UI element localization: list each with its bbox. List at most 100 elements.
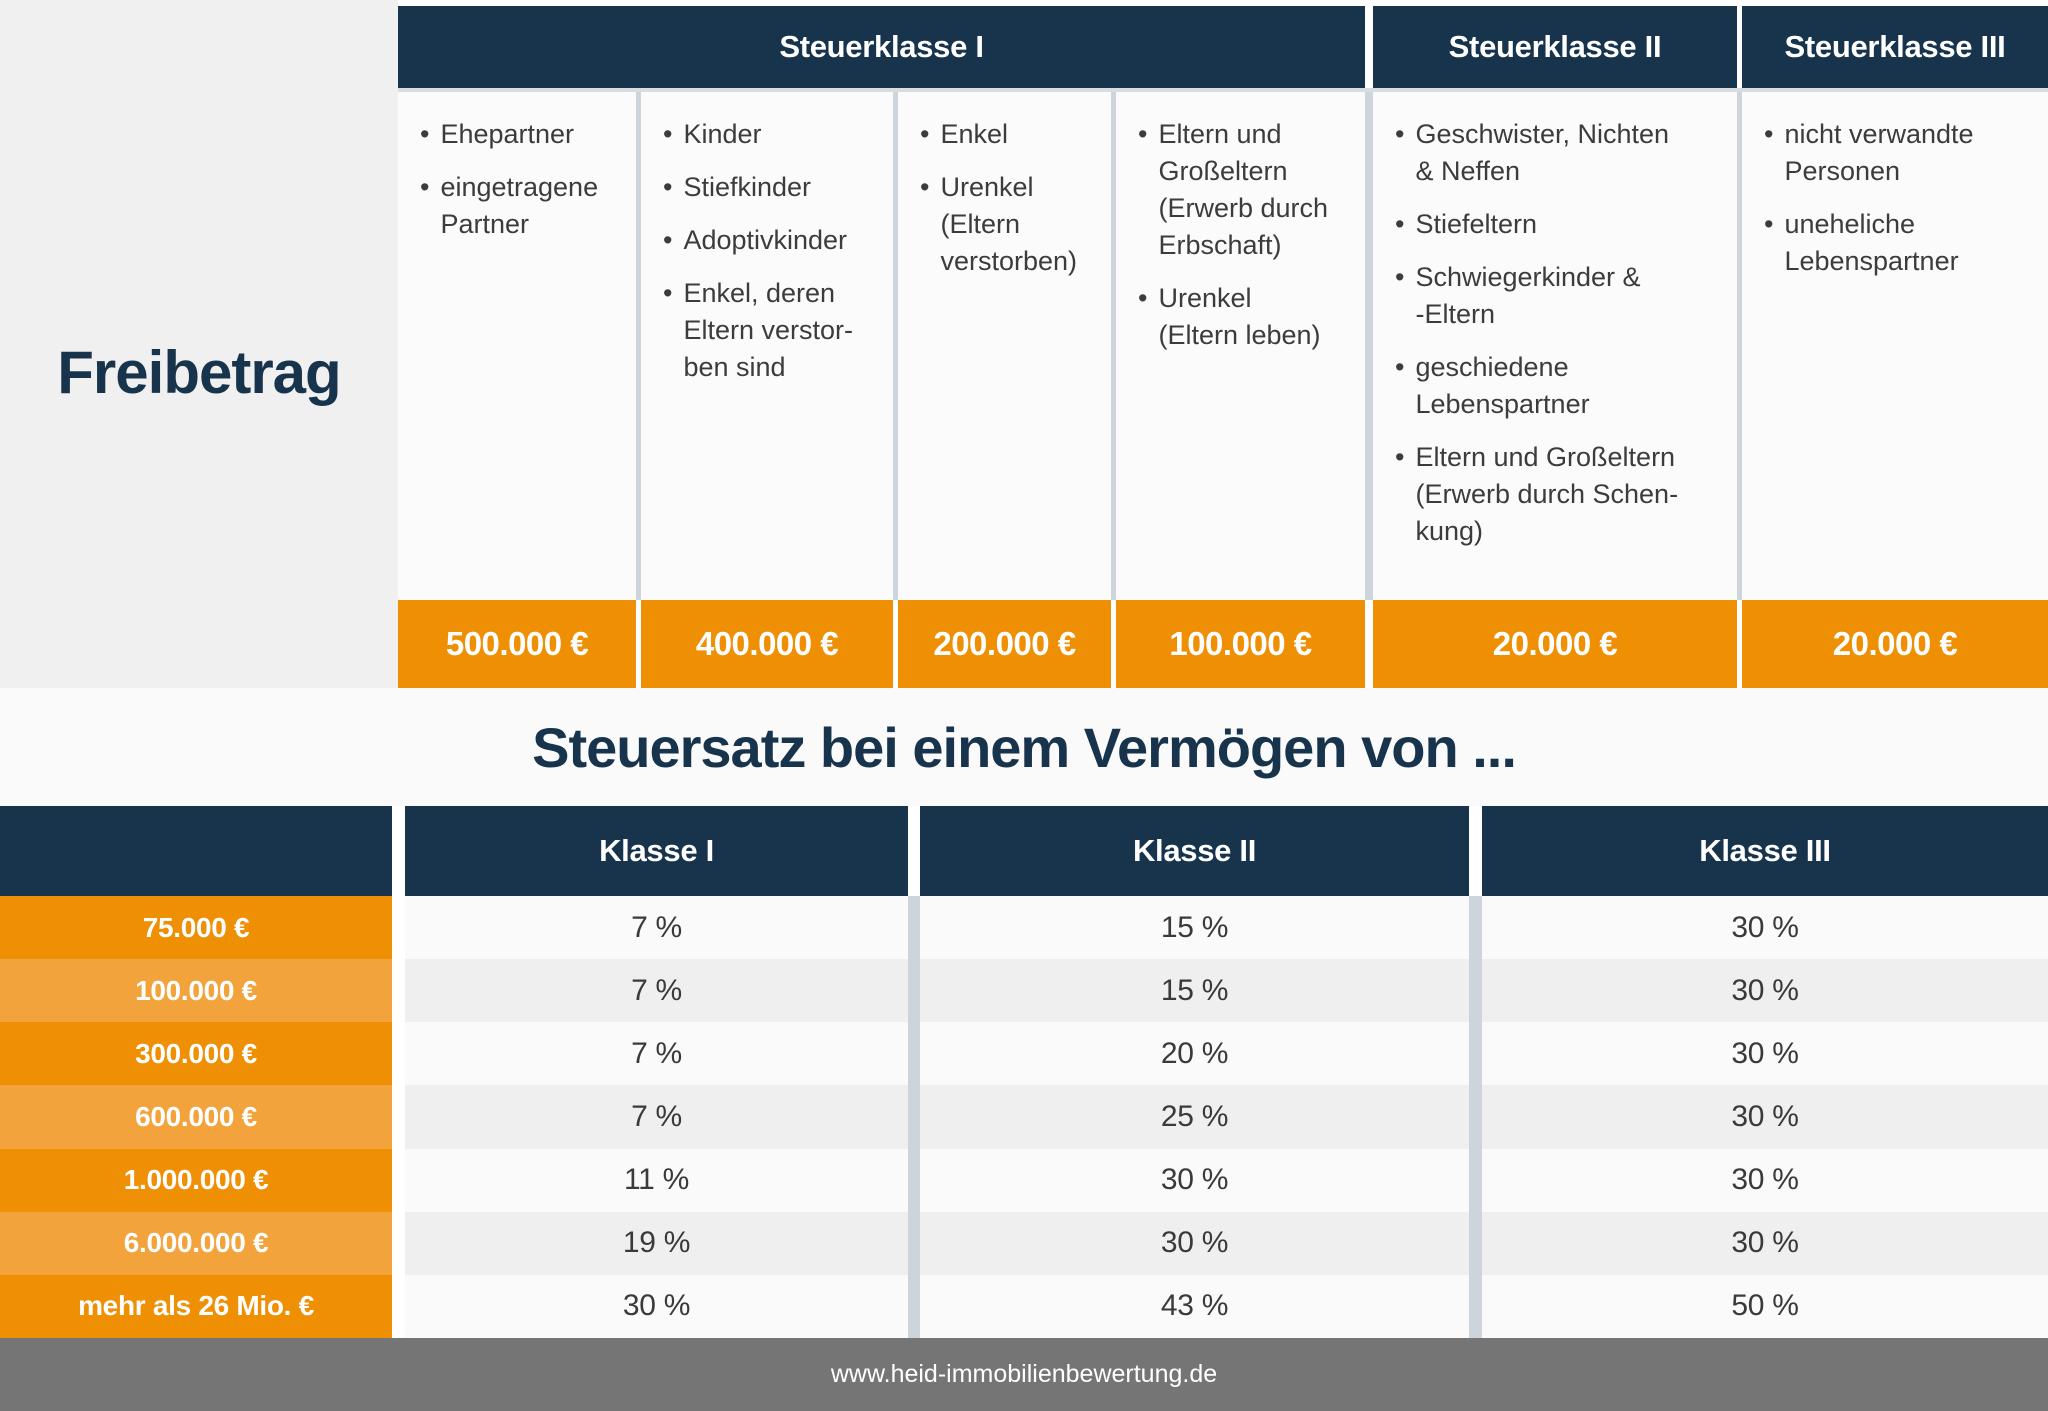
column-steuerklasse-3-personen: nicht verwandte Personen uneheliche Lebe… — [1742, 92, 2048, 600]
table-row: 300.000 € 7 % 20 % 30 % — [0, 1022, 2048, 1086]
list-item-text: Urenkel (Eltern leben) — [1158, 283, 1321, 350]
list-item: uneheliche Lebenspartner — [1764, 206, 2038, 280]
column-gap — [908, 1274, 920, 1338]
list-item: geschiedene Lebenspartner — [1395, 349, 1727, 423]
column-gap — [392, 959, 405, 1023]
column-gap — [392, 1211, 405, 1275]
column-gap — [1469, 1085, 1482, 1149]
column-divider — [1111, 92, 1116, 600]
rate-cell-klasse-3: 30 % — [1482, 1211, 2048, 1275]
rate-cell-klasse-2: 15 % — [920, 896, 1469, 960]
list-item: Stiefkinder — [663, 169, 883, 206]
header-steuerklasse-3: Steuerklasse III — [1742, 6, 2048, 88]
rate-cell-klasse-1: 30 % — [405, 1274, 908, 1338]
column-ehepartner: Ehepartner eingetragene Partner — [398, 92, 636, 600]
table-row: 1.000.000 € 11 % 30 % 30 % — [0, 1148, 2048, 1212]
column-gap — [908, 896, 920, 960]
rate-cell-klasse-1: 19 % — [405, 1211, 908, 1275]
list-item-text: Schwiegerkinder & -Eltern — [1415, 262, 1641, 329]
table-row: 75.000 € 7 % 15 % 30 % — [0, 896, 2048, 960]
column-gap — [908, 959, 920, 1023]
column-divider — [893, 92, 898, 600]
row-label: 300.000 € — [0, 1022, 392, 1086]
column-gap — [392, 1022, 405, 1086]
column-gap — [1469, 1148, 1482, 1212]
rate-cell-klasse-2: 20 % — [920, 1022, 1469, 1086]
column-gap — [908, 1022, 920, 1086]
list-item: eingetragene Partner — [420, 169, 626, 243]
column-kinder: Kinder Stiefkinder Adoptivkinder Enkel, … — [641, 92, 893, 600]
list-item: Geschwister, Nichten & Neffen — [1395, 116, 1727, 190]
allowance-value: 100.000 € — [1116, 600, 1365, 688]
rate-cell-klasse-3: 50 % — [1482, 1274, 2048, 1338]
list-item: Urenkel (Eltern verstorben) — [920, 169, 1101, 280]
rate-cell-klasse-3: 30 % — [1482, 1148, 2048, 1212]
rate-cell-klasse-2: 25 % — [920, 1085, 1469, 1149]
column-enkel: Enkel Urenkel (Eltern verstorben) — [898, 92, 1111, 600]
column-divider — [1365, 92, 1373, 600]
rate-cell-klasse-2: 43 % — [920, 1274, 1469, 1338]
freibetrag-panel: Freibetrag — [0, 0, 398, 688]
list-item-text: Geschwister, Nichten & Neffen — [1415, 119, 1670, 186]
allowance-value: 20.000 € — [1373, 600, 1737, 688]
row-label: 6.000.000 € — [0, 1211, 392, 1275]
list-item: Eltern und Großeltern (Erwerb durch Sche… — [1395, 439, 1727, 550]
column-eltern-grosseltern: Eltern und Großeltern (Erwerb durch Erbs… — [1116, 92, 1365, 600]
list-item: Ehepartner — [420, 116, 626, 153]
table-row: mehr als 26 Mio. € 30 % 43 % 50 % — [0, 1274, 2048, 1338]
footer-bar: www.heid-immobilienbewertung.de — [0, 1338, 2048, 1411]
rate-cell-klasse-3: 30 % — [1482, 1085, 2048, 1149]
list-item: Kinder — [663, 116, 883, 153]
list-item: Schwiegerkinder & -Eltern — [1395, 259, 1727, 333]
list-item-text: Eltern und Großeltern (Erwerb durch Erbs… — [1158, 119, 1329, 260]
table-row: 600.000 € 7 % 25 % 30 % — [0, 1085, 2048, 1149]
allowance-value: 400.000 € — [641, 600, 893, 688]
list-item: Urenkel (Eltern leben) — [1138, 280, 1355, 354]
rate-cell-klasse-2: 30 % — [920, 1211, 1469, 1275]
footer-url: www.heid-immobilienbewertung.de — [830, 1360, 1218, 1388]
table-row: 100.000 € 7 % 15 % 30 % — [0, 959, 2048, 1023]
bottom-header-klasse-1: Klasse I — [405, 806, 908, 896]
column-gap — [1469, 1022, 1482, 1086]
allowance-value: 500.000 € — [398, 600, 636, 688]
column-gap — [1469, 1274, 1482, 1338]
row-label: 100.000 € — [0, 959, 392, 1023]
bottom-header-klasse-2: Klasse II — [920, 806, 1469, 896]
tax-rate-title: Steuersatz bei einem Vermögen von ... — [532, 715, 1517, 779]
column-gap — [1469, 1211, 1482, 1275]
list-item-text: Enkel, deren Eltern verstor- ben sind — [683, 278, 853, 382]
header-steuerklasse-1: Steuerklasse I — [398, 6, 1365, 88]
column-gap — [392, 1274, 405, 1338]
list-item: nicht verwandte Personen — [1764, 116, 2038, 190]
header-steuerklasse-2: Steuerklasse II — [1373, 6, 1737, 88]
middle-band: Steuersatz bei einem Vermögen von ... — [0, 688, 2048, 806]
bottom-header-klasse-3: Klasse III — [1482, 806, 2048, 896]
column-gap — [392, 1148, 405, 1212]
list-item-text: Adoptivkinder — [683, 225, 848, 255]
row-label: 1.000.000 € — [0, 1148, 392, 1212]
list-item-text: Stiefeltern — [1415, 209, 1538, 239]
list-item-text: uneheliche Lebenspartner — [1784, 209, 1959, 276]
rate-cell-klasse-2: 15 % — [920, 959, 1469, 1023]
list-item-text: nicht verwandte Personen — [1784, 119, 1974, 186]
freibetrag-label: Freibetrag — [57, 338, 341, 406]
column-divider — [1737, 92, 1742, 600]
column-divider — [636, 92, 641, 600]
rate-cell-klasse-1: 7 % — [405, 896, 908, 960]
list-item-text: Urenkel (Eltern verstorben) — [940, 172, 1078, 276]
list-item: Enkel, deren Eltern verstor- ben sind — [663, 275, 883, 386]
bottom-header-empty — [0, 806, 392, 896]
row-label: 600.000 € — [0, 1085, 392, 1149]
list-item-text: eingetragene Partner — [440, 172, 599, 239]
tax-rate-rows: 75.000 € 7 % 15 % 30 % 100.000 € 7 % 15 … — [0, 896, 2048, 1338]
list-item: Adoptivkinder — [663, 222, 883, 259]
list-item-text: Ehepartner — [440, 119, 575, 149]
header-underline — [398, 88, 2048, 92]
column-gap — [1469, 896, 1482, 960]
rate-cell-klasse-2: 30 % — [920, 1148, 1469, 1212]
column-gap — [392, 896, 405, 960]
rate-cell-klasse-1: 7 % — [405, 1085, 908, 1149]
rate-cell-klasse-1: 11 % — [405, 1148, 908, 1212]
rate-cell-klasse-1: 7 % — [405, 1022, 908, 1086]
